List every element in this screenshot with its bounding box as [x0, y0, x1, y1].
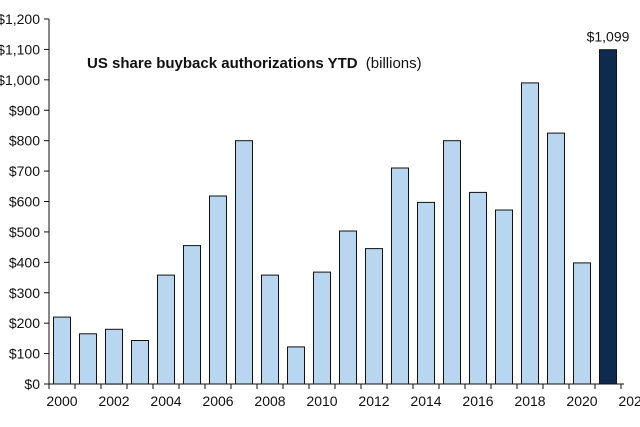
- bar-2006: [209, 195, 227, 385]
- x-tick-label: 2010: [306, 393, 337, 409]
- bar-2001: [79, 333, 97, 385]
- x-tick-label: 2004: [150, 393, 181, 409]
- y-tick-label: $700: [9, 163, 40, 179]
- bar-2010: [313, 271, 331, 385]
- x-tick-label: 2018: [514, 393, 545, 409]
- y-tick-label: $1,200: [0, 11, 40, 27]
- bar-2008: [261, 274, 279, 385]
- x-tick-label: 2000: [46, 393, 77, 409]
- axes-layer: [44, 18, 624, 389]
- x-tick-label: 2002: [98, 393, 129, 409]
- bar-2011: [339, 230, 357, 385]
- bar-2003: [131, 340, 149, 385]
- bar-2017: [495, 209, 513, 385]
- y-tick-label: $200: [9, 315, 40, 331]
- y-tick-label: $300: [9, 285, 40, 301]
- bar-2015: [443, 140, 461, 385]
- y-tick-label: $1,000: [0, 72, 40, 88]
- y-tick-label: $500: [9, 224, 40, 240]
- x-tick-labels: 2000 2002 2004 2006 2008 2010 2012 2014 2016 2018…: [46, 393, 640, 409]
- chart-title-unit: (billions): [366, 55, 422, 72]
- x-tick-label: 2008: [254, 393, 285, 409]
- bar-2005: [183, 245, 201, 385]
- bar-2014: [417, 201, 435, 385]
- y-tick-label: $800: [9, 133, 40, 149]
- y-tick-label: $900: [9, 102, 40, 118]
- bar-2018: [521, 82, 539, 385]
- x-tick-label: 2014: [410, 393, 441, 409]
- bar-2013: [391, 167, 409, 385]
- bar-2021: [599, 49, 617, 385]
- y-tick-label: $0: [24, 376, 40, 392]
- bar-2007: [235, 140, 253, 385]
- x-tick-label: 2016: [462, 393, 493, 409]
- y-tick-label: $600: [9, 194, 40, 210]
- y-tick-label: $400: [9, 254, 40, 270]
- bars-layer: [53, 49, 617, 385]
- y-tick-label: $100: [9, 346, 40, 362]
- bar-2004: [157, 274, 175, 385]
- x-tick-label: 2012: [358, 393, 389, 409]
- bar-2000: [53, 316, 71, 385]
- bar-2012: [365, 248, 383, 385]
- chart-title-main: US share buyback authorizations YTD: [87, 55, 358, 72]
- bar-2009: [287, 346, 305, 385]
- bar-2002: [105, 328, 123, 385]
- highlight-data-label: $1,099: [587, 29, 630, 45]
- bar-2019: [547, 132, 565, 385]
- bar-2020: [573, 262, 591, 385]
- y-tick-labels: $0 $100 $200 $300 $400 $500 $600 $700 $800 $900 $1…: [0, 11, 40, 392]
- x-tick-label: 2020: [566, 393, 597, 409]
- chart-title: US share buyback authorizations YTD (bil…: [87, 55, 422, 72]
- x-tick-label: 2006: [202, 393, 233, 409]
- y-tick-label: $1,100: [0, 41, 40, 57]
- x-tick-label: 2022: [618, 393, 640, 409]
- bar-2016: [469, 191, 487, 385]
